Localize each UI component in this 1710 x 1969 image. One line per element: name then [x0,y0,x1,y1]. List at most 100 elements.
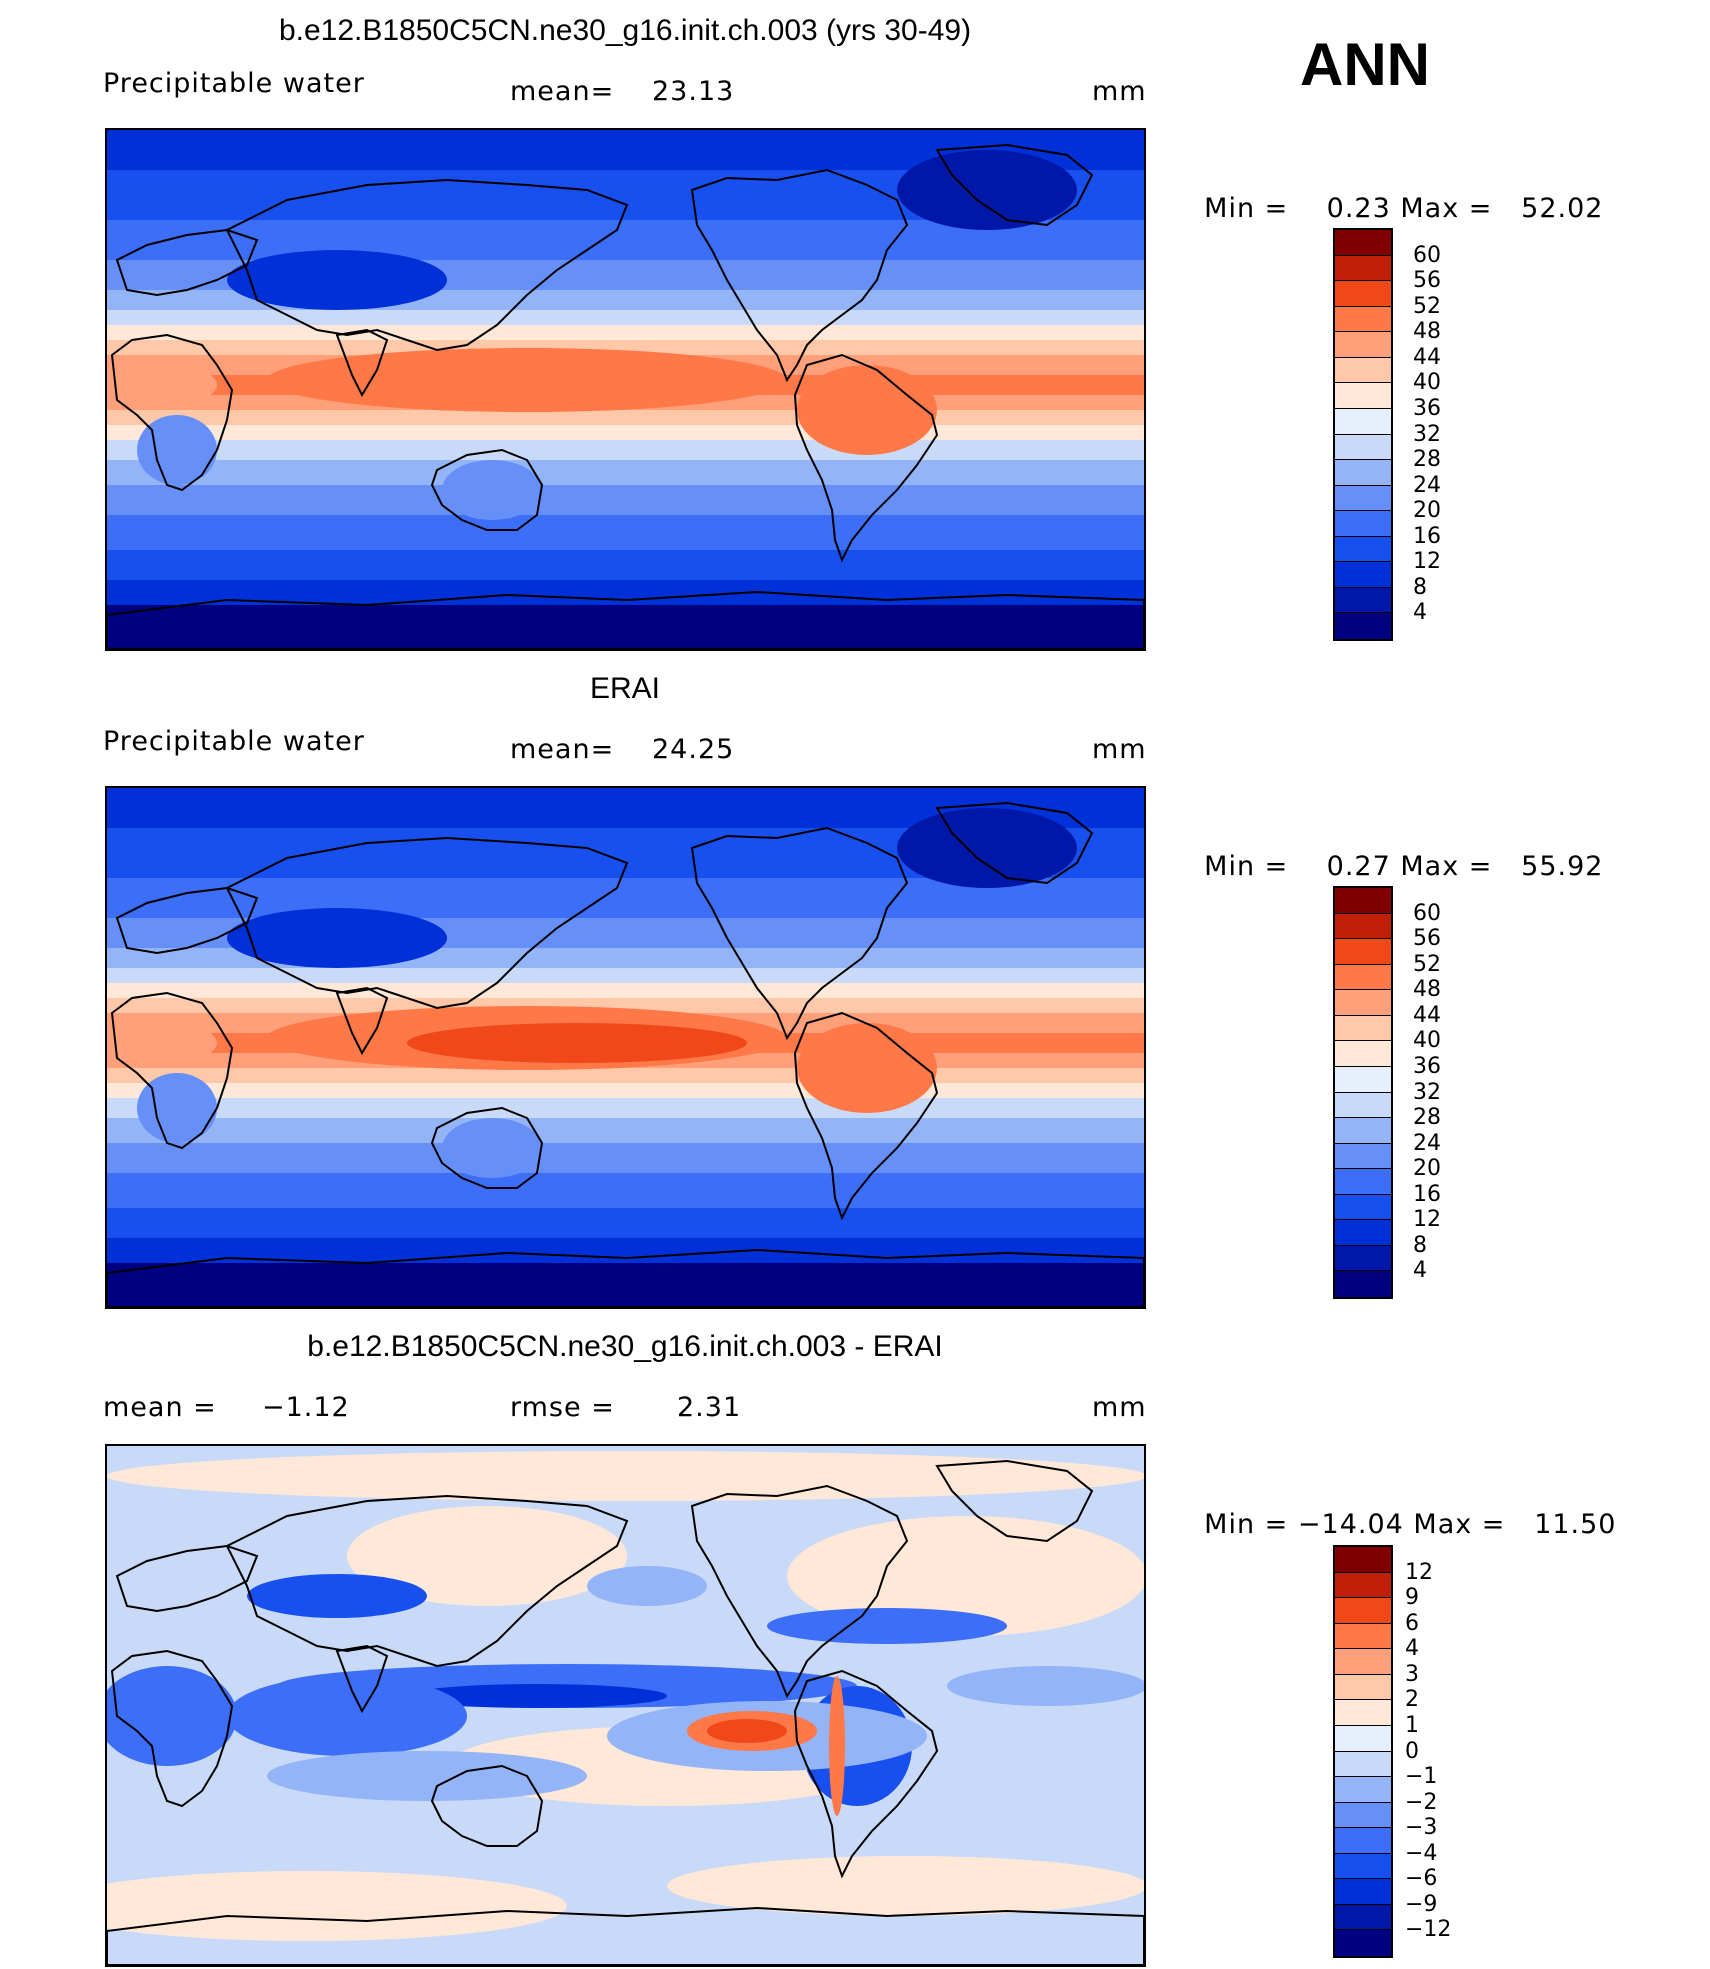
difference-region [107,1871,567,1941]
colorbar-tick-label: 56 [1413,268,1441,294]
colorbar-tick-label: 44 [1413,1002,1441,1028]
panel3-rmse-label: rmse = [510,1392,615,1423]
panel3-mean-value: −1.12 [262,1392,350,1423]
greenland-dry [897,808,1077,888]
colorbar-swatch [1335,1015,1391,1042]
coastline [110,1649,234,1808]
colorbar-swatch [1335,1828,1391,1854]
colorbar-swatch [1335,306,1391,333]
panel1-mean-value: 23.13 [652,76,735,107]
panel1-colorbar [1333,228,1393,641]
colorbar-swatch [1335,460,1391,486]
coastline [335,1644,389,1714]
colorbar-tick-label: 44 [1413,344,1441,370]
panel2-variable: Precipitable water [103,726,365,757]
latitude-band [107,340,1144,355]
latitude-band [107,425,1144,440]
colorbar-tick-label: 24 [1413,472,1441,498]
latitude-band [107,440,1144,460]
colorbar-swatch [1335,1547,1391,1573]
colorbar-tick-label: −9 [1405,1891,1438,1917]
coastline [430,1764,544,1847]
colorbar-tick-label: 1 [1405,1712,1419,1738]
colorbar-tick-label: 12 [1405,1559,1433,1585]
difference-region [829,1676,845,1816]
coastline [225,1494,629,1668]
panel1-max-label: Max = [1400,193,1493,224]
difference-region [767,1608,1007,1644]
colorbar-swatch [1335,255,1391,282]
difference-region [247,1574,427,1618]
season-label: ANN [1300,31,1430,98]
colorbar-swatch [1335,230,1391,256]
colorbar-tick-label: 4 [1413,1258,1427,1284]
amazon-moist [797,1023,937,1113]
colorbar-tick-label: −2 [1405,1789,1438,1815]
panel3-map [105,1444,1146,1967]
latitude-band [107,1118,1144,1143]
colorbar-swatch [1335,1041,1391,1067]
colorbar-tick-label: 48 [1413,977,1441,1003]
colorbar-swatch [1335,1700,1391,1726]
colorbar-swatch [1335,913,1391,940]
panel3-map-svg [107,1446,1144,1965]
colorbar-tick-label: 28 [1413,1105,1441,1131]
latitude-band [107,485,1144,515]
australia-dry [442,1118,542,1178]
colorbar-swatch [1335,357,1391,384]
colorbar-swatch [1335,888,1391,914]
colorbar-tick-label: 12 [1413,1207,1441,1233]
colorbar-swatch [1335,1066,1391,1093]
difference-region [107,1451,1144,1501]
panel2-minmax: Min = 0.27 Max = 55.92 [1185,820,1603,882]
colorbar-swatch [1335,1623,1391,1650]
latitude-band [107,460,1144,485]
panel3-rmse-value: 2.31 [677,1392,742,1423]
colorbar-swatch [1335,1572,1391,1599]
colorbar-swatch [1335,1930,1391,1956]
panel2-mean-value: 24.25 [652,734,735,765]
panel1-map [105,128,1146,651]
panel2-max-label: Max = [1400,851,1493,882]
panel2-map [105,786,1146,1309]
coastline [225,178,629,352]
panel2-map-svg [107,788,1144,1307]
panel2-max-value: 55.92 [1521,851,1604,882]
coastline [935,801,1094,885]
colorbar-tick-label: 40 [1413,370,1441,396]
colorbar-tick-label: 0 [1405,1738,1419,1764]
colorbar-swatch [1335,408,1391,435]
colorbar-swatch [1335,1904,1391,1931]
latitude-band [107,968,1144,983]
panel1-map-svg [107,130,1144,649]
panel3-minmax: Min = −14.04 Max = 11.50 [1185,1478,1616,1540]
coastline [793,1669,939,1879]
latitude-band [107,550,1144,580]
coastline [935,143,1094,227]
colorbar-swatch [1335,990,1391,1016]
colorbar-swatch [1335,1598,1391,1624]
colorbar-tick-label: 40 [1413,1028,1441,1054]
colorbar-tick-label: 60 [1413,242,1441,268]
latitude-band [107,1068,1144,1083]
colorbar-tick-label: 48 [1413,319,1441,345]
latitude-band [107,983,1144,998]
coastline [225,836,629,1010]
colorbar-tick-label: 4 [1413,600,1427,626]
colorbar-swatch [1335,485,1391,512]
colorbar-swatch [1335,939,1391,965]
panel1-min-label: Min = [1204,193,1289,224]
colorbar-tick-label: 28 [1413,447,1441,473]
latitude-band [107,1083,1144,1098]
colorbar-swatch [1335,1169,1391,1195]
colorbar-tick-label: 9 [1405,1585,1419,1611]
latitude-band [107,1263,1144,1307]
colorbar-tick-label: 6 [1405,1610,1419,1636]
colorbar-tick-label: −3 [1405,1815,1438,1841]
coastline [793,1011,939,1221]
colorbar-tick-label: 8 [1413,1232,1427,1258]
latitude-band [107,1143,1144,1173]
difference-region [947,1666,1144,1706]
panel1-minmax: Min = 0.23 Max = 52.02 [1185,162,1603,224]
colorbar-swatch [1335,562,1391,588]
